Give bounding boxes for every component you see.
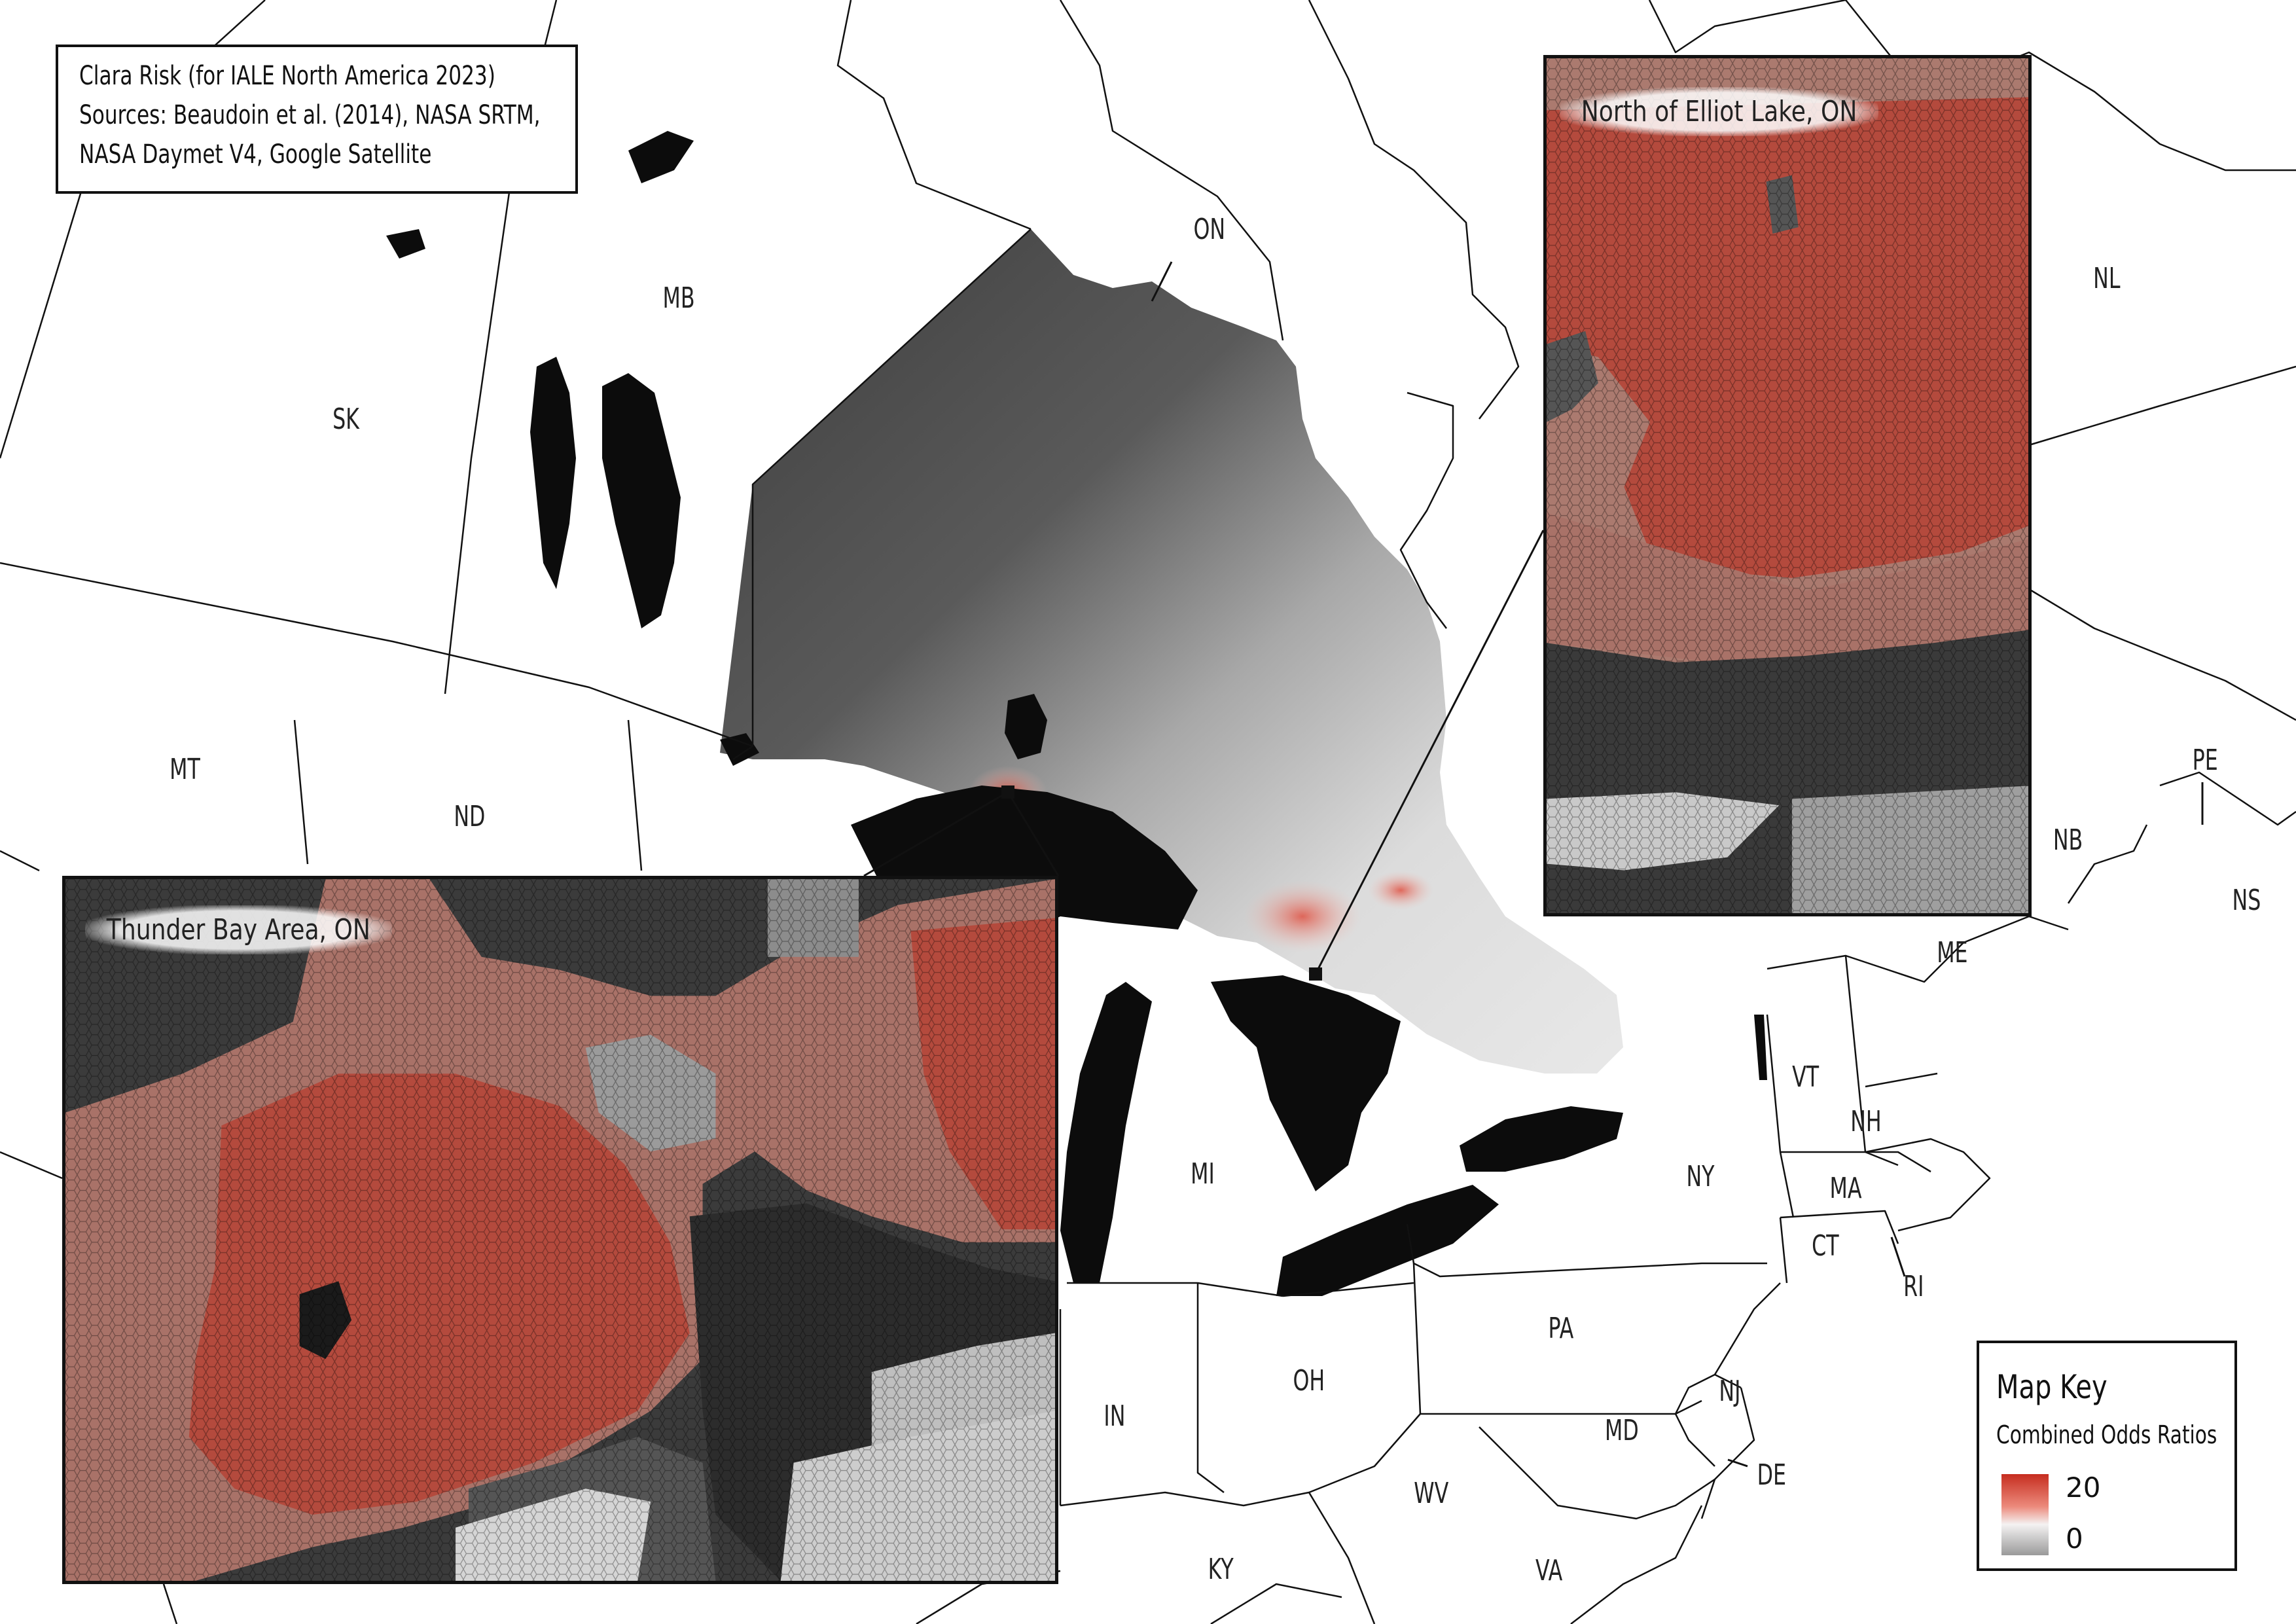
label-ky: KY — [1208, 1553, 1234, 1587]
label-pe: PE — [2193, 744, 2218, 778]
credits-sources-1: Sources: Beaudoin et al. (2014), NASA SR… — [79, 100, 541, 130]
lake-athabasca-area — [628, 131, 694, 183]
credits-title: Clara Risk (for IALE North America 2023) — [79, 61, 495, 91]
label-ct: CT — [1812, 1229, 1839, 1263]
legend-min-label: 0 — [2066, 1523, 2083, 1555]
inset-elliot-lake-title: North of Elliot Lake, ON — [1560, 87, 1879, 136]
label-md: MD — [1605, 1414, 1639, 1448]
hotspot-sudbury — [1244, 880, 1361, 952]
inset-thunder-bay-raster — [65, 879, 1055, 1581]
lake-manitoba — [530, 357, 576, 589]
label-wv: WV — [1414, 1477, 1448, 1511]
inset-thunder-bay: Thunder Bay Area, ON — [62, 876, 1058, 1584]
leader-ri-label — [1890, 1236, 1906, 1277]
label-nh: NH — [1850, 1105, 1882, 1139]
marker-thunder-bay — [1001, 785, 1014, 799]
legend-subtitle: Combined Odds Ratios — [1996, 1420, 2217, 1449]
leader-de-label — [1727, 1458, 1748, 1468]
label-nb: NB — [2053, 823, 2083, 857]
leader-thunder-bay-2 — [1007, 791, 1060, 876]
lake-erie — [1276, 1185, 1499, 1296]
credits-sources-2: NASA Daymet V4, Google Satellite — [79, 139, 432, 170]
label-nd: ND — [454, 800, 485, 834]
label-ma: MA — [1830, 1172, 1862, 1206]
marker-elliot-lake — [1309, 967, 1322, 981]
leader-thunder-bay-1 — [863, 791, 1009, 877]
label-de: DE — [1757, 1458, 1786, 1492]
label-ns: NS — [2233, 884, 2261, 918]
inset-thunder-bay-title: Thunder Bay Area, ON — [85, 905, 392, 954]
legend-box: Map Key Combined Odds Ratios 20 0 — [1977, 1341, 2237, 1571]
lake-champlain — [1754, 1015, 1767, 1080]
label-me: ME — [1937, 936, 1967, 970]
label-mb: MB — [663, 281, 695, 316]
lake-ontario — [1460, 1106, 1623, 1172]
credits-box: Clara Risk (for IALE North America 2023)… — [56, 45, 578, 194]
great-slave-fragment — [386, 229, 425, 259]
label-ny: NY — [1686, 1160, 1715, 1194]
leader-on-label — [1151, 261, 1173, 302]
lake-michigan — [1060, 982, 1152, 1283]
label-ri: RI — [1903, 1270, 1924, 1304]
legend-color-ramp — [2001, 1474, 2049, 1555]
inset-elliot-lake: North of Elliot Lake, ON — [1543, 55, 2032, 916]
label-in: IN — [1103, 1399, 1125, 1434]
lake-nipigon — [1005, 694, 1047, 759]
label-pa: PA — [1549, 1312, 1574, 1346]
label-sk: SK — [332, 403, 360, 437]
lake-winnipeg — [602, 373, 681, 628]
label-vt: VT — [1792, 1060, 1819, 1094]
label-nl: NL — [2093, 262, 2121, 296]
hotspot-southern-ontario — [1368, 871, 1433, 910]
label-on: ON — [1193, 213, 1225, 247]
label-va: VA — [1535, 1554, 1562, 1588]
legend-title: Map Key — [1996, 1368, 2108, 1406]
leader-elliot-lake — [1314, 530, 1545, 975]
label-mi: MI — [1191, 1157, 1215, 1191]
ontario-raster — [720, 229, 1623, 1074]
lake-huron — [1211, 975, 1401, 1191]
inset-elliot-lake-raster — [1547, 58, 2028, 913]
label-nj: NJ — [1719, 1375, 1740, 1409]
lake-of-the-woods — [720, 733, 759, 766]
legend-max-label: 20 — [2066, 1471, 2101, 1504]
label-mt: MT — [170, 753, 200, 787]
label-oh: OH — [1293, 1364, 1325, 1398]
